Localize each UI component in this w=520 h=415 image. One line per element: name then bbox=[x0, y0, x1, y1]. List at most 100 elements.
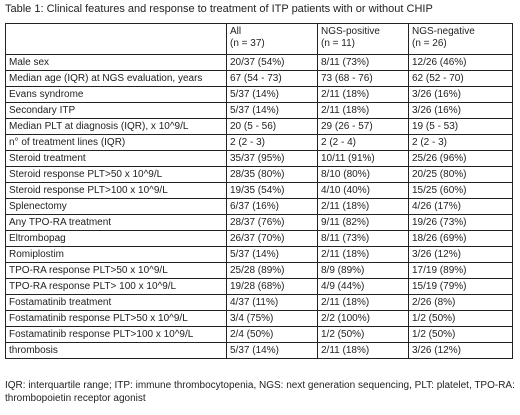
all-value-cell: 20/37 (54%) bbox=[226, 54, 318, 71]
row-label-cell: Male sex bbox=[5, 54, 227, 71]
ngs-positive-value-cell: 73 (68 - 76) bbox=[317, 70, 409, 87]
ngs-negative-value-cell: 17/19 (89%) bbox=[408, 262, 513, 279]
ngs-negative-value-cell: 19 (5 - 53) bbox=[408, 118, 513, 135]
ngs-negative-value-cell: 3/26 (16%) bbox=[408, 102, 513, 119]
table-row: Evans syndrome 5/37 (14%) 2/11 (18%) 3/26 (… bbox=[5, 86, 513, 103]
table-row: Any TPO-RA treatment 28/37 (76%) 9/11 (82%… bbox=[5, 214, 513, 231]
ngs-positive-value-cell: 8/11 (73%) bbox=[317, 230, 409, 247]
ngs-positive-value-cell: 2/11 (18%) bbox=[317, 86, 409, 103]
row-label-cell: Steroid treatment bbox=[5, 150, 227, 167]
header-cell-ngs-positive: NGS-positive (n = 11) bbox=[317, 23, 409, 55]
header-n-ngs-negative: (n = 26) bbox=[412, 38, 447, 49]
ngs-negative-value-cell: 15/19 (79%) bbox=[408, 278, 513, 295]
ngs-negative-value-cell: 19/26 (73%) bbox=[408, 214, 513, 231]
header-n-ngs-positive: (n = 11) bbox=[321, 38, 355, 49]
all-value-cell: 35/37 (95%) bbox=[226, 150, 318, 167]
all-value-cell: 5/37 (14%) bbox=[226, 86, 318, 103]
all-value-cell: 2/4 (50%) bbox=[226, 326, 318, 343]
all-value-cell: 19/28 (68%) bbox=[226, 278, 318, 295]
row-label-cell: Fostamatinib response PLT>50 x 10^9/L bbox=[5, 310, 227, 327]
row-label-cell: Steroid response PLT>100 x 10^9/L bbox=[5, 182, 227, 199]
ngs-positive-value-cell: 29 (26 - 57) bbox=[317, 118, 409, 135]
all-value-cell: 28/35 (80%) bbox=[226, 166, 318, 183]
ngs-positive-value-cell: 2/11 (18%) bbox=[317, 102, 409, 119]
ngs-positive-value-cell: 2/11 (18%) bbox=[317, 198, 409, 215]
row-label-cell: Median age (IQR) at NGS evaluation, year… bbox=[5, 70, 227, 87]
ngs-negative-value-cell: 62 (52 - 70) bbox=[408, 70, 513, 87]
row-label-cell: n° of treatment lines (IQR) bbox=[5, 134, 227, 151]
table-row: Splenectomy 6/37 (16%) 2/11 (18%) 4/26 (17%… bbox=[5, 198, 513, 215]
table-caption: Table 1: Clinical features and response … bbox=[5, 3, 433, 15]
row-label-cell: Evans syndrome bbox=[5, 86, 227, 103]
ngs-positive-value-cell: 8/9 (89%) bbox=[317, 262, 409, 279]
header-label-all: All bbox=[230, 26, 242, 37]
row-label-cell: TPO-RA response PLT> 100 x 10^9/L bbox=[5, 278, 227, 295]
header-cell-ngs-negative: NGS-negative (n = 26) bbox=[408, 23, 513, 55]
clinical-features-table: All (n = 37) NGS-positive (n = 11) NGS-n… bbox=[5, 23, 513, 359]
all-value-cell: 6/37 (16%) bbox=[226, 198, 318, 215]
table-header-row: All (n = 37) NGS-positive (n = 11) NGS-n… bbox=[5, 23, 513, 55]
ngs-negative-value-cell: 3/26 (16%) bbox=[408, 86, 513, 103]
row-label-cell: Steroid response PLT>50 x 10^9/L bbox=[5, 166, 227, 183]
ngs-negative-value-cell: 1/2 (50%) bbox=[408, 310, 513, 327]
all-value-cell: 25/28 (89%) bbox=[226, 262, 318, 279]
header-n-all: (n = 37) bbox=[230, 38, 265, 49]
row-label-cell: Eltrombopag bbox=[5, 230, 227, 247]
table-row: Eltrombopag 26/37 (70%) 8/11 (73%) 18/26 (6… bbox=[5, 230, 513, 247]
table-row: TPO-RA response PLT>50 x 10^9/L 25/28 (89… bbox=[5, 262, 513, 279]
ngs-positive-value-cell: 2/11 (18%) bbox=[317, 294, 409, 311]
table-row: Median age (IQR) at NGS evaluation, year… bbox=[5, 70, 513, 87]
table-row: Fostamatinib response PLT>100 x 10^9/L 2/… bbox=[5, 326, 513, 343]
ngs-positive-value-cell: 2 (2 - 4) bbox=[317, 134, 409, 151]
all-value-cell: 26/37 (70%) bbox=[226, 230, 318, 247]
header-cell-all: All (n = 37) bbox=[226, 23, 318, 55]
table-row: Steroid response PLT>100 x 10^9/L 19/35 (… bbox=[5, 182, 513, 199]
row-label-cell: TPO-RA response PLT>50 x 10^9/L bbox=[5, 262, 227, 279]
ngs-negative-value-cell: 3/26 (12%) bbox=[408, 246, 513, 263]
ngs-negative-value-cell: 15/25 (60%) bbox=[408, 182, 513, 199]
row-label-cell: Median PLT at diagnosis (IQR), x 10^9/L bbox=[5, 118, 227, 135]
ngs-negative-value-cell: 2 (2 - 3) bbox=[408, 134, 513, 151]
table-row: Steroid response PLT>50 x 10^9/L 28/35 (8… bbox=[5, 166, 513, 183]
ngs-positive-value-cell: 2/11 (18%) bbox=[317, 246, 409, 263]
ngs-positive-value-cell: 2/11 (18%) bbox=[317, 342, 409, 359]
all-value-cell: 20 (5 - 56) bbox=[226, 118, 318, 135]
ngs-negative-value-cell: 2/26 (8%) bbox=[408, 294, 513, 311]
all-value-cell: 67 (54 - 73) bbox=[226, 70, 318, 87]
all-value-cell: 5/37 (14%) bbox=[226, 102, 318, 119]
table-row: Median PLT at diagnosis (IQR), x 10^9/L 2… bbox=[5, 118, 513, 135]
all-value-cell: 19/35 (54%) bbox=[226, 182, 318, 199]
header-cell-feature bbox=[5, 23, 227, 55]
row-label-cell: Secondary ITP bbox=[5, 102, 227, 119]
ngs-negative-value-cell: 25/26 (96%) bbox=[408, 150, 513, 167]
row-label-cell: Fostamatinib treatment bbox=[5, 294, 227, 311]
all-value-cell: 4/37 (11%) bbox=[226, 294, 318, 311]
ngs-positive-value-cell: 2/2 (100%) bbox=[317, 310, 409, 327]
ngs-negative-value-cell: 18/26 (69%) bbox=[408, 230, 513, 247]
row-label-cell: Any TPO-RA treatment bbox=[5, 214, 227, 231]
table-row: thrombosis 5/37 (14%) 2/11 (18%) 3/26 (12%) bbox=[5, 342, 513, 359]
table-row: Male sex 20/37 (54%) 8/11 (73%) 12/26 (46%) bbox=[5, 54, 513, 71]
table-row: TPO-RA response PLT> 100 x 10^9/L 19/28 (… bbox=[5, 278, 513, 295]
all-value-cell: 3/4 (75%) bbox=[226, 310, 318, 327]
header-label-ngs-positive: NGS-positive bbox=[321, 26, 380, 37]
table-row: Secondary ITP 5/37 (14%) 2/11 (18%) 3/26 (1… bbox=[5, 102, 513, 119]
header-label-ngs-negative: NGS-negative bbox=[412, 26, 475, 37]
all-value-cell: 5/37 (14%) bbox=[226, 342, 318, 359]
ngs-positive-value-cell: 8/10 (80%) bbox=[317, 166, 409, 183]
table-row: Steroid treatment 35/37 (95%) 10/11 (91%) 2… bbox=[5, 150, 513, 167]
ngs-negative-value-cell: 3/26 (12%) bbox=[408, 342, 513, 359]
row-label-cell: Splenectomy bbox=[5, 198, 227, 215]
all-value-cell: 2 (2 - 3) bbox=[226, 134, 318, 151]
row-label-cell: thrombosis bbox=[5, 342, 227, 359]
table-row: Fostamatinib response PLT>50 x 10^9/L 3/4… bbox=[5, 310, 513, 327]
ngs-positive-value-cell: 10/11 (91%) bbox=[317, 150, 409, 167]
all-value-cell: 28/37 (76%) bbox=[226, 214, 318, 231]
table-row: n° of treatment lines (IQR) 2 (2 - 3) 2 (2… bbox=[5, 134, 513, 151]
ngs-positive-value-cell: 8/11 (73%) bbox=[317, 54, 409, 71]
ngs-negative-value-cell: 20/25 (80%) bbox=[408, 166, 513, 183]
row-label-cell: Fostamatinib response PLT>100 x 10^9/L bbox=[5, 326, 227, 343]
ngs-positive-value-cell: 4/10 (40%) bbox=[317, 182, 409, 199]
ngs-negative-value-cell: 4/26 (17%) bbox=[408, 198, 513, 215]
ngs-positive-value-cell: 9/11 (82%) bbox=[317, 214, 409, 231]
